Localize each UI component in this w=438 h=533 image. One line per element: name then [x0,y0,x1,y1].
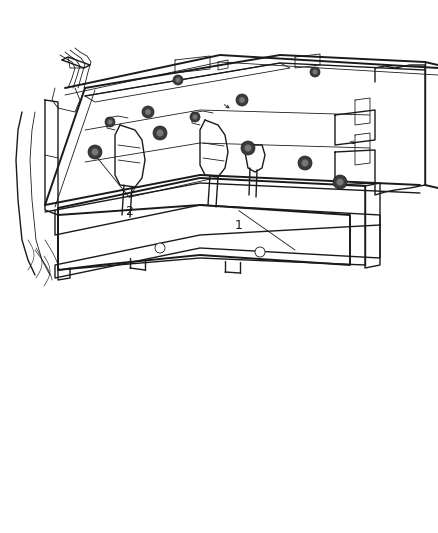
Circle shape [192,115,198,119]
Circle shape [298,156,312,170]
Circle shape [255,247,265,257]
Circle shape [301,159,308,166]
Circle shape [190,112,200,122]
Text: 1: 1 [235,219,243,231]
Circle shape [333,175,347,189]
Circle shape [153,126,167,140]
Circle shape [92,149,99,156]
Circle shape [88,145,102,159]
Circle shape [312,69,318,75]
Circle shape [239,97,245,103]
Circle shape [155,243,165,253]
Circle shape [105,117,115,127]
Circle shape [176,77,180,83]
Circle shape [173,75,183,85]
Circle shape [336,179,343,185]
Circle shape [236,94,248,106]
Circle shape [156,130,163,136]
Circle shape [107,119,113,125]
Circle shape [142,106,154,118]
Circle shape [244,144,251,151]
Text: 2: 2 [125,205,133,218]
Circle shape [241,141,255,155]
Circle shape [145,109,151,115]
Circle shape [310,67,320,77]
